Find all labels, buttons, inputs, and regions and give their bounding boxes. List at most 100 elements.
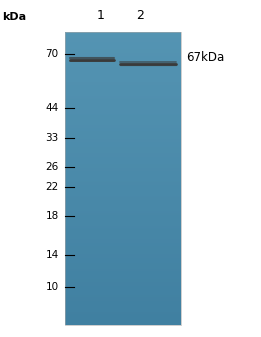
Bar <box>65 296 181 297</box>
Bar <box>65 203 181 204</box>
Bar <box>65 140 181 141</box>
Bar <box>65 120 181 121</box>
Bar <box>65 277 181 278</box>
Bar <box>65 195 181 196</box>
Bar <box>65 132 181 133</box>
Bar <box>65 129 181 130</box>
Bar <box>65 255 181 256</box>
Bar <box>65 173 181 174</box>
Bar <box>65 208 181 209</box>
Bar <box>65 232 181 233</box>
Bar <box>65 280 181 281</box>
Bar <box>65 170 181 171</box>
Bar <box>65 193 181 194</box>
Bar <box>65 71 181 72</box>
Bar <box>65 279 181 280</box>
Text: 1: 1 <box>97 9 104 22</box>
Bar <box>65 36 181 37</box>
Bar <box>65 185 181 186</box>
Bar <box>65 95 181 96</box>
Bar <box>65 190 181 191</box>
Bar <box>65 82 181 83</box>
Text: kDa: kDa <box>3 12 27 22</box>
Bar <box>65 95 181 96</box>
Bar <box>65 265 181 266</box>
Bar <box>65 273 181 274</box>
Text: 67kDa: 67kDa <box>187 52 225 64</box>
Bar <box>65 84 181 85</box>
Bar <box>65 79 181 80</box>
Bar <box>65 77 181 78</box>
Bar <box>65 214 181 215</box>
Bar <box>65 42 181 43</box>
Bar <box>65 209 181 210</box>
Bar <box>65 101 181 102</box>
Bar <box>65 50 181 51</box>
Bar <box>65 104 181 105</box>
Bar <box>65 172 181 173</box>
Bar <box>65 154 181 155</box>
Bar <box>65 147 181 148</box>
Bar <box>65 146 181 147</box>
Bar <box>65 54 181 55</box>
Text: 14: 14 <box>45 250 59 261</box>
Bar <box>65 110 181 111</box>
Bar <box>65 274 181 275</box>
Bar <box>65 111 181 112</box>
Bar <box>65 34 181 35</box>
Bar <box>65 61 181 62</box>
Bar <box>65 80 181 81</box>
Bar <box>65 202 181 203</box>
Bar <box>65 96 181 97</box>
Bar <box>65 94 181 95</box>
Bar <box>65 85 181 86</box>
Bar <box>65 182 181 183</box>
Bar <box>65 107 181 108</box>
Bar <box>65 74 181 75</box>
Text: 2: 2 <box>136 9 144 22</box>
Bar <box>65 88 181 89</box>
Bar <box>65 210 181 211</box>
Bar <box>65 81 181 82</box>
Bar <box>65 117 181 118</box>
Bar <box>65 70 181 71</box>
Bar <box>65 311 181 312</box>
Bar <box>65 166 181 167</box>
Bar <box>65 41 181 42</box>
Bar <box>65 171 181 172</box>
Bar <box>65 93 181 94</box>
Bar <box>65 205 181 206</box>
Bar <box>65 105 181 106</box>
Bar <box>65 320 181 321</box>
Bar <box>65 174 181 175</box>
Bar <box>65 287 181 288</box>
Bar <box>65 64 181 65</box>
Bar <box>65 92 181 93</box>
Bar <box>65 45 181 46</box>
Bar <box>65 113 181 114</box>
Bar <box>65 52 181 53</box>
Bar <box>65 119 181 120</box>
Bar <box>65 165 181 166</box>
Bar <box>65 55 181 56</box>
Bar <box>65 211 181 212</box>
Bar <box>65 228 181 229</box>
Bar <box>65 262 181 263</box>
Bar <box>65 314 181 315</box>
Bar <box>65 76 181 77</box>
Bar <box>65 246 181 247</box>
Text: 70: 70 <box>46 49 59 59</box>
Bar <box>65 238 181 239</box>
Bar <box>65 124 181 125</box>
Bar <box>65 207 181 208</box>
Bar <box>65 189 181 190</box>
Bar <box>65 72 181 73</box>
Bar <box>65 198 181 199</box>
Bar <box>65 131 181 132</box>
Bar <box>65 197 181 198</box>
Bar <box>65 122 181 123</box>
Bar <box>65 150 181 151</box>
Bar <box>65 316 181 317</box>
Bar <box>65 103 181 104</box>
Bar <box>65 315 181 316</box>
